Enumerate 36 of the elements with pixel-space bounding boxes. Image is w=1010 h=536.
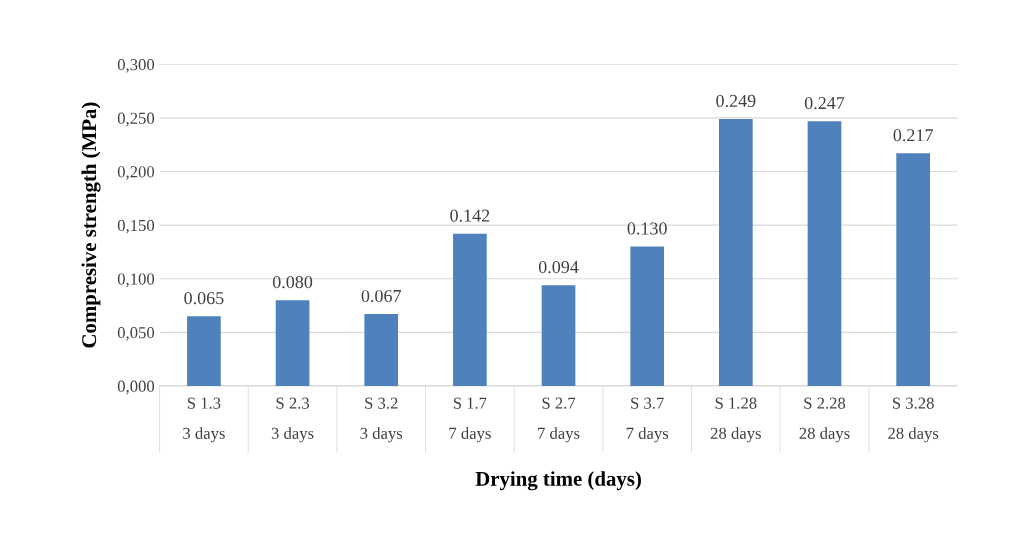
data-label: 0.142 — [450, 209, 490, 222]
bar — [719, 118, 753, 386]
data-label: 0.247 — [804, 96, 845, 110]
data-label: 0.067 — [361, 289, 402, 303]
data-label: 0.217 — [893, 129, 933, 142]
bar — [364, 314, 399, 386]
x-tick-label: S 2.28 28 days — [799, 397, 850, 443]
x-tick-label: S 2.3 3 days — [271, 397, 314, 443]
bar — [807, 121, 842, 386]
y-tick-label: 0,000 — [117, 380, 155, 395]
bar — [630, 246, 665, 386]
y-tick-label: 0,050 — [117, 327, 155, 341]
x-axis-title: Drying time (days) — [475, 471, 641, 491]
y-tick-label: 0,200 — [117, 166, 155, 180]
x-tick-label: S 2.7 7 days — [538, 397, 580, 443]
y-tick-label: 0,300 — [117, 59, 155, 73]
x-tick-label: S 3.2 3 days — [360, 397, 403, 443]
x-tick-label: S 1.7 7 days — [449, 397, 491, 443]
x-tick-label: S 3.7 7 days — [626, 397, 669, 443]
bar — [453, 233, 487, 386]
data-label: 0.080 — [272, 275, 313, 289]
x-tick-label: S 1.28 28 days — [710, 397, 761, 443]
data-label: 0.094 — [538, 260, 579, 274]
data-label: 0.130 — [627, 222, 667, 235]
y-tick-label: 0,100 — [117, 273, 155, 288]
data-label: 0.249 — [716, 94, 756, 108]
bar — [541, 285, 576, 386]
bar — [187, 316, 221, 386]
x-tick-label: S 3.28 28 days — [888, 397, 939, 443]
y-axis-title: Compresive strength (MPa) — [81, 102, 101, 348]
bar — [896, 153, 930, 386]
data-label: 0.065 — [184, 292, 224, 305]
y-tick-label: 0,150 — [117, 219, 155, 234]
y-tick-label: 0,250 — [117, 112, 155, 127]
bar — [275, 300, 310, 386]
x-tick-label: S 1.3 3 days — [183, 397, 225, 443]
